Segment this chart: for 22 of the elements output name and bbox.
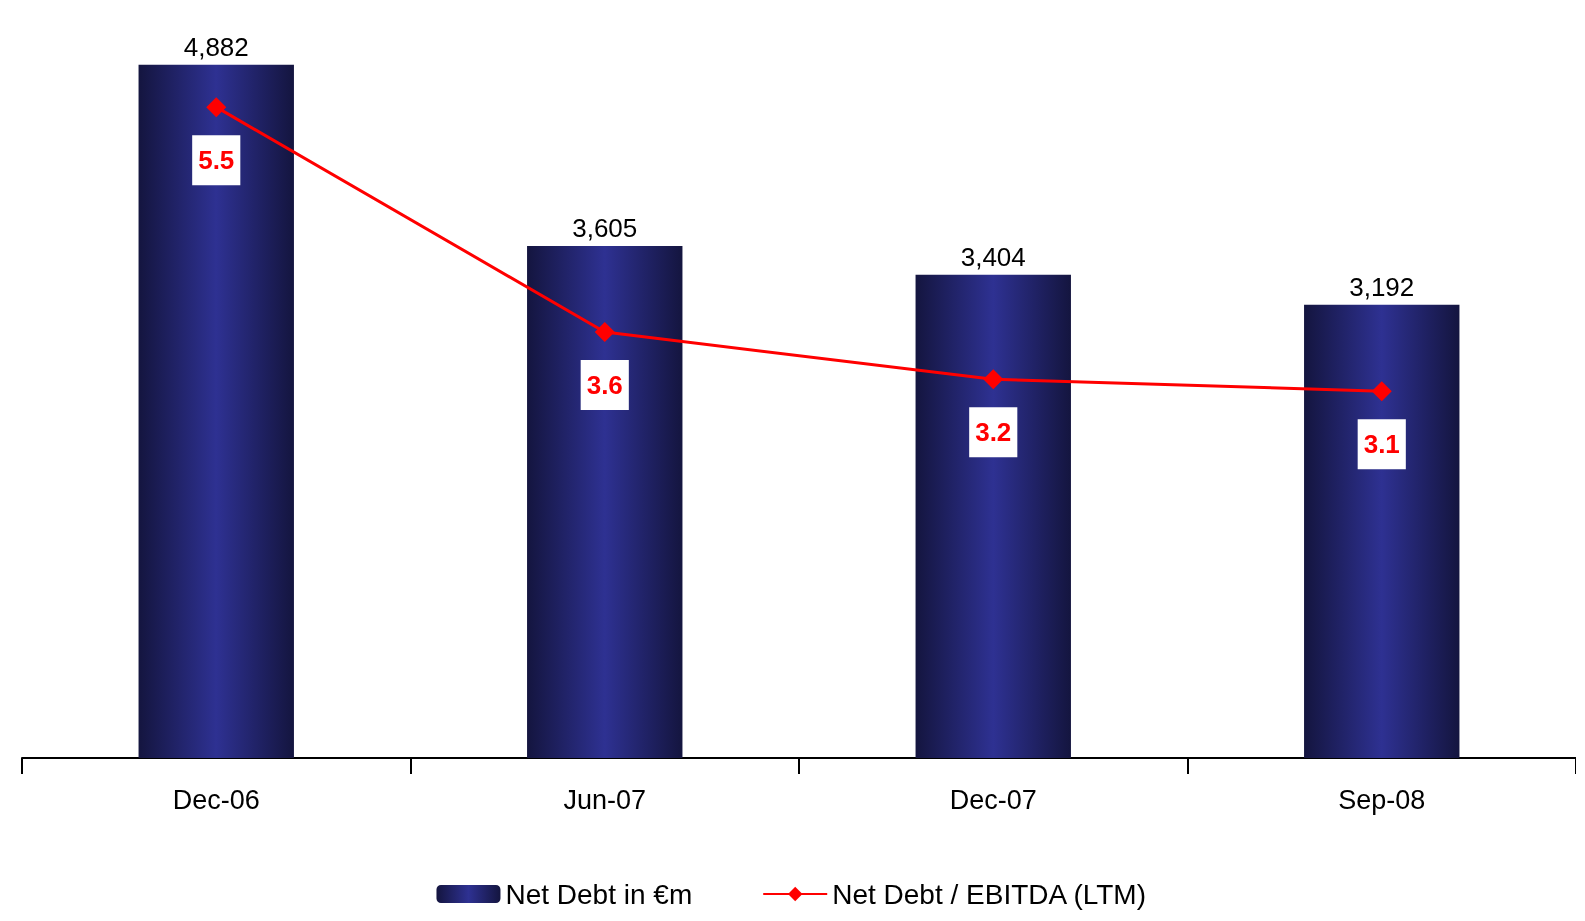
data-label: 3.6 bbox=[586, 370, 623, 400]
point bbox=[594, 322, 615, 342]
point bbox=[983, 369, 1004, 390]
data-label: 3.2 bbox=[975, 417, 1012, 448]
data-label: 3,404 bbox=[960, 241, 1026, 272]
bar bbox=[138, 64, 294, 758]
data-label: 3,605 bbox=[572, 213, 638, 244]
data-label: 5.5 bbox=[198, 145, 235, 176]
legend-label: Net Debt in €m bbox=[505, 878, 693, 910]
x-tick-label: Jun-07 bbox=[563, 784, 647, 815]
x-tick-label: Sep-08 bbox=[1338, 784, 1426, 815]
x-tick-label: Dec-06 bbox=[172, 784, 260, 815]
data-label: 4,882 bbox=[183, 31, 249, 62]
bar bbox=[1304, 304, 1460, 758]
point bbox=[206, 97, 227, 118]
data-label: 3.1 bbox=[1363, 429, 1400, 460]
legend-label: Net Debt / EBITDA (LTM) bbox=[832, 878, 1146, 910]
bar bbox=[527, 246, 683, 758]
x-tick-label: Dec-07 bbox=[949, 784, 1037, 815]
data-label: 3,192 bbox=[1349, 271, 1415, 302]
bar bbox=[915, 274, 1071, 758]
point bbox=[1371, 381, 1392, 402]
